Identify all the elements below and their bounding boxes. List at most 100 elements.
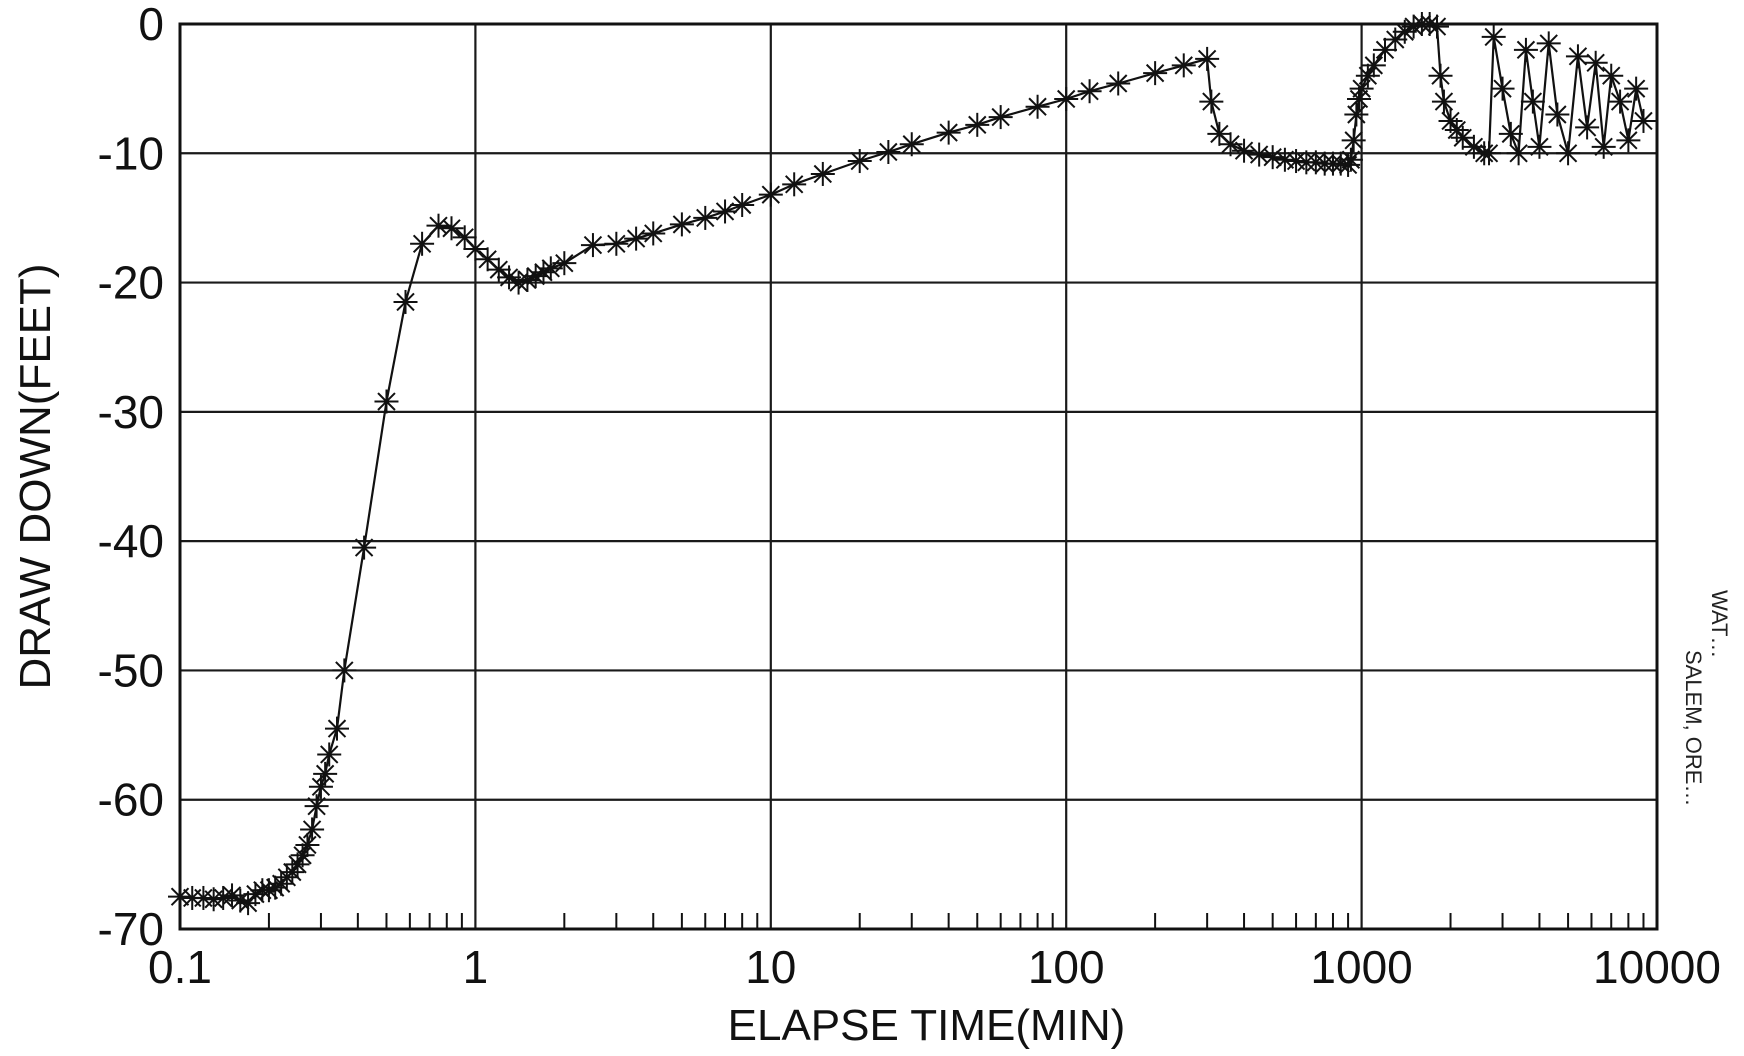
data-point-117 (1608, 89, 1633, 114)
data-point-112 (1565, 44, 1590, 69)
data-point-32 (463, 236, 488, 261)
y-tick-label-1: -10 (98, 127, 164, 179)
data-point-106 (1513, 37, 1538, 62)
data-point-113 (1575, 115, 1600, 140)
data-point-92 (1417, 12, 1442, 36)
data-point-44 (624, 226, 649, 251)
data-point-94 (1428, 63, 1453, 88)
data-point-86 (1361, 53, 1386, 78)
y-tick-label-5: -50 (98, 644, 164, 696)
data-point-26 (374, 389, 399, 414)
x-tick-label-2: 10 (745, 941, 796, 993)
data-point-83 (1347, 86, 1372, 111)
x-tick-labels: 0.1 1 10 100 1000 10000 (148, 941, 1721, 993)
y-tick-label-3: -30 (98, 386, 164, 438)
data-point-17 (295, 832, 320, 857)
x-tick-label-3: 100 (1028, 941, 1105, 993)
data-point-45 (641, 221, 666, 246)
data-point-55 (899, 132, 924, 157)
data-point-43 (604, 231, 629, 256)
data-point-61 (1077, 79, 1102, 104)
data-point-60 (1054, 86, 1079, 111)
y-tick-label-7: -70 (98, 903, 164, 955)
data-point-58 (988, 105, 1013, 130)
data-point-63 (1143, 61, 1168, 86)
data-point-30 (439, 216, 464, 241)
data-point-109 (1536, 31, 1561, 56)
data-point-47 (693, 205, 718, 230)
x-tick-label-4: 1000 (1310, 941, 1412, 993)
data-point-42 (580, 233, 605, 258)
data-point-110 (1545, 102, 1570, 127)
data-point-23 (324, 716, 349, 741)
minor-ticks (267, 913, 1645, 929)
y-axis-title: DRAW DOWN(FEET) (11, 263, 60, 689)
data-point-114 (1583, 50, 1608, 75)
data-point-57 (965, 112, 990, 137)
data-point-19 (304, 794, 329, 819)
x-tick-label-1: 1 (463, 941, 489, 993)
data-point-102 (1481, 24, 1506, 49)
data-point-119 (1624, 76, 1649, 101)
data-point-0 (168, 884, 192, 909)
data-point-80 (1338, 147, 1363, 172)
data-point-46 (669, 212, 694, 237)
data-point-22 (317, 742, 342, 767)
data-point-27 (393, 289, 418, 314)
data-point-54 (876, 139, 901, 164)
data-point-56 (936, 120, 961, 145)
data-point-115 (1591, 134, 1616, 159)
data-point-84 (1349, 76, 1374, 101)
data-point-48 (713, 199, 738, 224)
data-point-116 (1599, 63, 1624, 88)
y-tick-labels: 0 -10 -20 -30 -40 -50 -60 -70 (98, 0, 164, 955)
y-tick-label-6: -60 (98, 774, 164, 826)
data-point-41 (552, 251, 577, 276)
data-point-72 (1272, 147, 1297, 172)
side-annotation-line-2: SALEM, ORE… (1681, 650, 1706, 806)
data-point-71 (1260, 145, 1285, 170)
data-point-108 (1527, 134, 1552, 159)
plot-frame (178, 22, 1659, 931)
data-point-81 (1341, 128, 1366, 153)
data-point-103 (1490, 76, 1515, 101)
data-point-82 (1344, 102, 1369, 127)
data-point-16 (290, 843, 315, 868)
data-point-66 (1199, 89, 1224, 114)
data-point-69 (1232, 138, 1257, 163)
data-point-50 (758, 182, 783, 207)
data-point-49 (730, 193, 755, 217)
x-axis-title: ELAPSE TIME(MIN) (728, 1001, 1126, 1050)
data-point-21 (313, 761, 338, 786)
data-point-104 (1498, 121, 1523, 146)
data-point-101 (1477, 141, 1502, 166)
x-tick-label-0: 0.1 (148, 941, 212, 993)
drawdown-series-markers (168, 12, 1656, 916)
data-point-95 (1431, 89, 1456, 114)
y-tick-label-2: -20 (98, 257, 164, 309)
data-point-118 (1616, 128, 1641, 153)
data-point-120 (1631, 108, 1656, 133)
data-point-53 (847, 149, 872, 174)
data-point-51 (782, 172, 807, 197)
data-point-65 (1195, 46, 1220, 71)
data-point-96 (1438, 108, 1463, 133)
data-point-105 (1506, 141, 1531, 166)
data-point-78 (1328, 151, 1353, 176)
side-annotation: WAT… SALEM, ORE… (1681, 590, 1732, 806)
data-point-39 (531, 260, 556, 285)
data-point-107 (1520, 89, 1545, 114)
data-point-25 (352, 535, 377, 560)
y-tick-label-0: 0 (138, 0, 164, 50)
data-point-24 (332, 658, 357, 683)
grid (178, 22, 1659, 931)
data-point-59 (1025, 94, 1050, 119)
data-point-35 (497, 265, 522, 290)
side-annotation-line-1: WAT… (1707, 590, 1732, 658)
data-point-52 (810, 161, 835, 186)
x-tick-label-5: 10000 (1593, 941, 1721, 993)
data-point-62 (1106, 71, 1131, 96)
data-point-111 (1556, 141, 1581, 166)
data-point-93 (1425, 14, 1450, 39)
